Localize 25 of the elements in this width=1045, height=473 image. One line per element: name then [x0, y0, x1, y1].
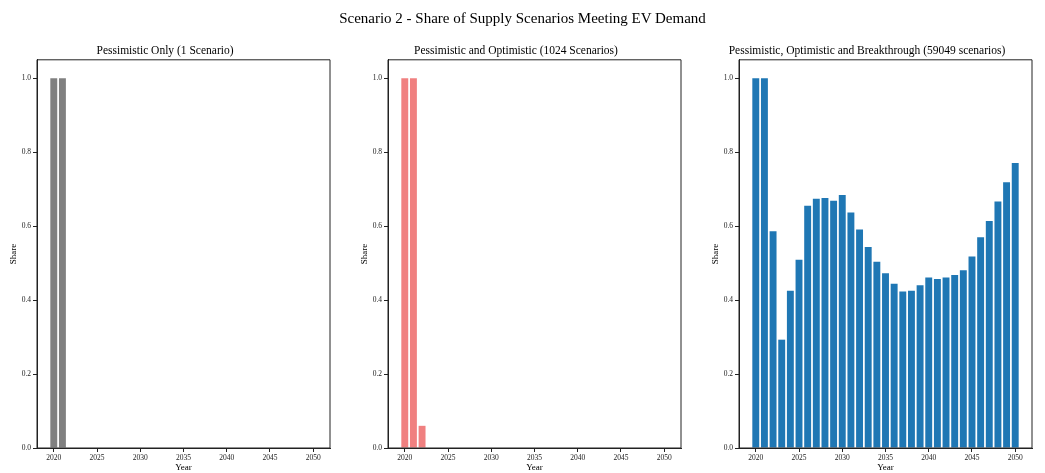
bar	[977, 237, 985, 448]
y-axis-title: Share	[7, 243, 18, 265]
bar	[959, 270, 967, 448]
bar	[882, 273, 889, 448]
bar	[907, 290, 915, 448]
x-axis-title: Year	[877, 461, 894, 472]
y-axis-title: Share	[358, 243, 369, 265]
bar	[786, 290, 794, 448]
y-axis-title: Share	[709, 243, 720, 265]
x-axis-title: Year	[526, 461, 543, 472]
chart-title: Pessimistic, Optimistic and Breakthrough (59049 scenarios)	[728, 43, 1006, 57]
bar	[933, 279, 941, 448]
bar	[830, 200, 838, 448]
text: Scenario 2 - Share of Supply Scenarios Meeting EV Demand	[339, 9, 706, 27]
bar	[804, 205, 812, 448]
bar	[1003, 182, 1011, 448]
chart-title: Pessimistic Only (1 Scenario)	[96, 43, 234, 57]
bar	[951, 274, 959, 448]
bar	[812, 198, 820, 448]
bar	[1011, 162, 1019, 448]
chart-title: Pessimistic and Optimistic (1024 Scenarios)	[414, 43, 619, 57]
bar	[760, 78, 768, 448]
bar	[856, 229, 864, 448]
x-axis-title: Year	[175, 461, 192, 472]
bar	[752, 78, 760, 448]
